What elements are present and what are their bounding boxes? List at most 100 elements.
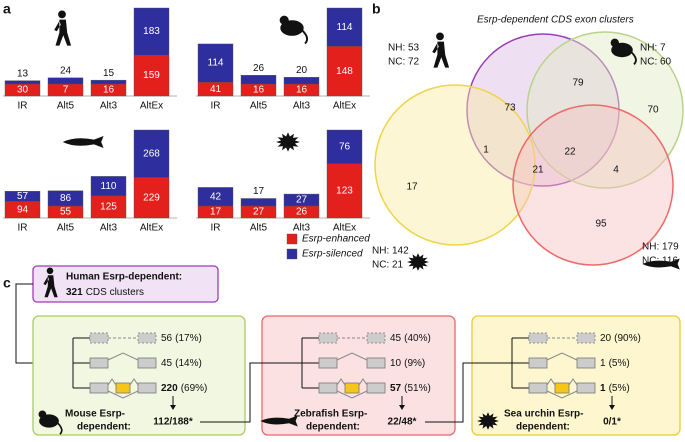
x-tick-label: AltEx (333, 223, 356, 234)
connector (200, 362, 302, 423)
nh-label: NH: 179 (642, 242, 679, 253)
value-label: 20 (296, 65, 308, 76)
bar-segment (197, 43, 234, 83)
venn-count: 21 (532, 165, 544, 176)
mouse-icon (38, 410, 63, 435)
venn-title: Esrp-dependent CDS exon clusters (477, 15, 634, 26)
exon-alt (344, 382, 360, 394)
row-pct: (9%) (404, 358, 425, 369)
value-label: 16 (296, 85, 308, 96)
exon (366, 357, 386, 369)
legend-label: Esrp-silenced (302, 249, 363, 260)
value-label: 17 (210, 207, 222, 218)
x-tick-label: AltEx (333, 101, 356, 112)
value-label: 86 (60, 193, 72, 204)
row-pct: (90%) (614, 333, 641, 344)
row-count: 1 (5%) (600, 358, 630, 369)
panel-letter: b (372, 1, 381, 17)
panel-letter: c (3, 275, 11, 291)
row-n: 56 (161, 333, 173, 344)
panel-letter: a (3, 1, 11, 17)
x-tick-label: IR (18, 223, 28, 234)
exon (528, 382, 548, 394)
legend-label: Esrp-enhanced (302, 234, 370, 245)
bar-segment (326, 129, 363, 164)
connector (546, 352, 578, 361)
human-title: Human Esrp-dependent: (66, 272, 182, 283)
body (407, 253, 429, 271)
value-label: 148 (336, 66, 353, 77)
value-label: 42 (210, 191, 222, 202)
row-n: 57 (390, 383, 402, 394)
fish-icon (642, 258, 680, 270)
value-label: 41 (210, 84, 222, 95)
exon (137, 382, 157, 394)
venn-count: 1 (483, 145, 489, 156)
mouse-icon (279, 15, 309, 45)
row-pct: (14%) (175, 358, 202, 369)
x-tick-label: Alt3 (100, 101, 118, 112)
species-label: dependent: (77, 422, 131, 433)
venn-count: 70 (647, 105, 659, 116)
exon (318, 332, 338, 344)
body (276, 132, 300, 152)
value-label: 123 (336, 185, 353, 196)
human-rest: CDS clusters (86, 287, 144, 298)
x-tick-label: IR (18, 101, 28, 112)
value-label: 24 (60, 65, 72, 76)
row-n: 45 (390, 333, 402, 344)
exon (528, 332, 548, 344)
row-pct: (17%) (175, 333, 202, 344)
connector (336, 378, 346, 386)
value-label: 16 (253, 85, 265, 96)
x-tick-label: IR (211, 223, 221, 234)
row-count: 20 (90%) (600, 333, 641, 344)
nc-label: NC: 21 (372, 260, 404, 271)
mouse-icon (610, 38, 637, 66)
x-tick-label: Alt5 (250, 101, 268, 112)
row-count: 45 (14%) (161, 358, 202, 369)
x-tick-label: Alt5 (250, 223, 268, 234)
row-n: 220 (161, 383, 178, 394)
bar-segment (283, 77, 320, 85)
bar-segment (326, 46, 363, 97)
x-tick-label: AltEx (140, 223, 163, 234)
row-count: 57 (51%) (390, 383, 431, 394)
value-label: 57 (17, 191, 29, 202)
x-tick-label: IR (211, 101, 221, 112)
exon (366, 382, 386, 394)
venn-count: 4 (613, 165, 619, 176)
value-label: 110 (101, 181, 117, 192)
head (58, 10, 66, 19)
bar-segment (90, 176, 127, 197)
species-box (32, 315, 246, 436)
human-count: 321 (66, 287, 83, 298)
value-label: 16 (103, 85, 115, 96)
value-label: 114 (208, 58, 224, 69)
value-label: 7 (63, 85, 69, 96)
body (62, 136, 104, 148)
venn-count: 17 (406, 182, 418, 193)
human-icon (43, 267, 58, 298)
x-tick-label: AltEx (140, 101, 163, 112)
urchin-icon (477, 412, 499, 430)
row-n: 10 (390, 358, 402, 369)
ear (279, 15, 289, 25)
row-pct: (69%) (181, 383, 208, 394)
exon (528, 357, 548, 369)
row-n: 45 (161, 358, 173, 369)
x-tick-label: Alt3 (293, 223, 311, 234)
connector (546, 378, 556, 386)
row-pct: (5%) (609, 383, 630, 394)
species-label: Sea urchin Esrp- (504, 409, 583, 420)
venn-count: 73 (504, 103, 516, 114)
value-label: 13 (17, 68, 29, 79)
value-label: 268 (143, 148, 160, 159)
row-pct: (51%) (404, 383, 431, 394)
connector (107, 378, 117, 386)
bar-segment (326, 163, 363, 219)
ratio: 22/48* (388, 417, 417, 428)
value-label: 27 (253, 207, 265, 218)
connector (129, 378, 139, 386)
